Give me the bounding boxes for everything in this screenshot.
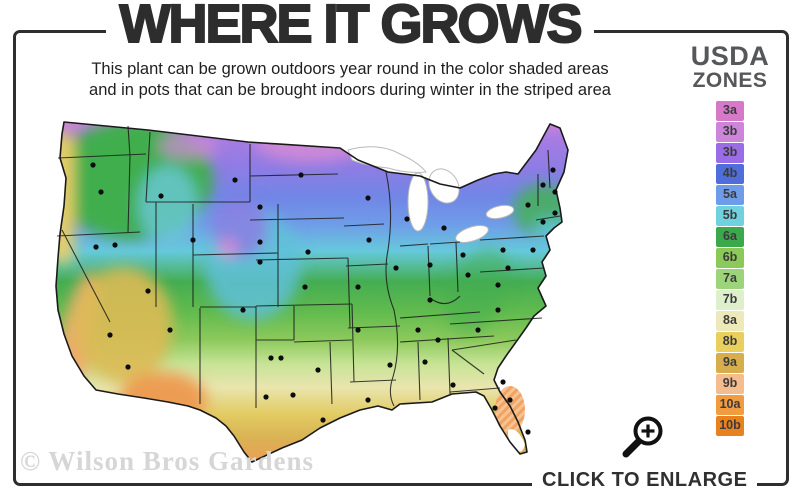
city-dot (158, 193, 164, 199)
city-dot (393, 265, 399, 271)
city-dot (93, 244, 99, 250)
subtitle-line-1: This plant can be grown outdoors year ro… (91, 60, 609, 78)
zone-swatch-list: 3a 3b 3b 4b 5a 5b 6a 6b 7a 7b 8a 8b 9a 9b 10a 10b (716, 101, 744, 436)
city-dot (465, 272, 471, 278)
city-dot (422, 359, 428, 365)
city-dot (320, 417, 326, 423)
city-dot (540, 219, 546, 225)
subtitle-line-2: and in pots that can be brought indoors … (89, 81, 611, 99)
city-dot (257, 239, 263, 245)
city-dot (355, 327, 361, 333)
click-to-enlarge-button[interactable]: CLICK TO ENLARGE (532, 469, 758, 492)
city-dot (460, 252, 466, 258)
city-dot (427, 297, 433, 303)
city-dot (365, 397, 371, 403)
city-dot (167, 327, 173, 333)
city-dot (355, 284, 361, 290)
city-dot (90, 162, 96, 168)
city-dot (107, 332, 113, 338)
city-dot (298, 172, 304, 178)
legend-title-usda: USDA (690, 41, 770, 71)
city-dot (278, 355, 284, 361)
city-dot (268, 355, 274, 361)
city-dot (525, 429, 531, 435)
usda-zone-map[interactable] (48, 110, 580, 466)
zone-swatch-6a: 6a (716, 227, 744, 247)
state-borders (56, 125, 561, 408)
usda-zones-legend: USDA ZONES 3a 3b 3b 4b 5a 5b 6a 6b 7a 7b 8a 8b 9a 9b 1… (684, 42, 776, 437)
city-dot (404, 216, 410, 222)
us-outline (55, 121, 569, 463)
city-dot (125, 364, 131, 370)
city-dot (495, 307, 501, 313)
city-dot (290, 392, 296, 398)
zone-swatch-8a: 8a (716, 311, 744, 331)
city-dot (112, 242, 118, 248)
zone-swatch-5a: 5a (716, 185, 744, 205)
city-dot (441, 225, 447, 231)
city-dot (500, 379, 506, 385)
city-dot (495, 282, 501, 288)
city-dot (450, 382, 456, 388)
zoom-in-icon[interactable] (618, 414, 668, 464)
zone-swatch-9a: 9a (716, 353, 744, 373)
city-dot (415, 327, 421, 333)
zone-swatch-9b: 9b (716, 374, 744, 394)
city-dot (232, 177, 238, 183)
city-dot (552, 189, 558, 195)
legend-title-zones: ZONES (692, 69, 768, 92)
zone-swatch-7a: 7a (716, 269, 744, 289)
page-title: WHERE IT GROWS (105, 0, 595, 53)
city-dot (305, 249, 311, 255)
city-dot (302, 284, 308, 290)
city-dot (507, 397, 513, 403)
watermark: © Wilson Bros Gardens (20, 446, 314, 476)
city-dot (98, 189, 104, 195)
zone-swatch-8b: 8b (716, 332, 744, 352)
city-dot (263, 394, 269, 400)
zone-swatch-3b: 3b (716, 122, 744, 142)
city-dot (387, 362, 393, 368)
city-dot (525, 202, 531, 208)
city-dot (530, 247, 536, 253)
zone-swatch-10a: 10a (716, 395, 744, 415)
city-dot (552, 210, 558, 216)
city-dot (492, 405, 498, 411)
city-dot (435, 337, 441, 343)
city-dot (505, 265, 511, 271)
title-wrap: WHERE IT GROWS (36, 0, 664, 53)
zone-swatch-5b: 5b (716, 206, 744, 226)
city-dot (257, 204, 263, 210)
zone-swatch-7b: 7b (716, 290, 744, 310)
zone-swatch-3b: 3b (716, 143, 744, 163)
city-dot (190, 237, 196, 243)
city-dot (550, 167, 556, 173)
city-dot (315, 367, 321, 373)
zone-swatch-4b: 4b (716, 164, 744, 184)
city-dot (366, 237, 372, 243)
city-dots (90, 162, 558, 435)
city-dot (145, 288, 151, 294)
city-dot (540, 182, 546, 188)
zone-swatch-10b: 10b (716, 416, 744, 436)
zone-swatch-3a: 3a (716, 101, 744, 121)
city-dot (427, 262, 433, 268)
zone-swatch-6b: 6b (716, 248, 744, 268)
city-dot (500, 247, 506, 253)
city-dot (257, 259, 263, 265)
city-dot (365, 195, 371, 201)
great-lakes (347, 146, 515, 243)
city-dot (475, 327, 481, 333)
city-dot (240, 307, 246, 313)
subtitle: This plant can be grown outdoors year ro… (36, 59, 664, 101)
